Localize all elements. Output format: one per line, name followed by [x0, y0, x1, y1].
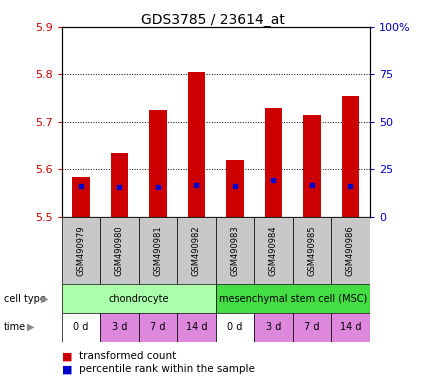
- Text: GSM490983: GSM490983: [230, 225, 239, 276]
- Text: 7 d: 7 d: [304, 322, 320, 333]
- Text: GSM490982: GSM490982: [192, 225, 201, 276]
- Text: GSM490984: GSM490984: [269, 225, 278, 276]
- Text: 14 d: 14 d: [340, 322, 361, 333]
- Bar: [100, 217, 139, 284]
- Text: 3 d: 3 d: [112, 322, 127, 333]
- Bar: [177, 217, 215, 284]
- Text: GSM490985: GSM490985: [307, 225, 317, 276]
- Bar: [149, 110, 167, 217]
- Text: GSM490979: GSM490979: [76, 225, 85, 276]
- Text: time: time: [4, 322, 26, 332]
- Text: 0 d: 0 d: [227, 322, 243, 333]
- Text: 14 d: 14 d: [186, 322, 207, 333]
- Text: GSM490980: GSM490980: [115, 225, 124, 276]
- Text: ▶: ▶: [27, 322, 35, 332]
- Bar: [303, 115, 320, 217]
- Bar: [215, 217, 254, 284]
- Bar: [331, 313, 370, 342]
- Text: mesenchymal stem cell (MSC): mesenchymal stem cell (MSC): [218, 293, 367, 304]
- Bar: [265, 108, 282, 217]
- Bar: [100, 313, 139, 342]
- Text: transformed count: transformed count: [79, 351, 176, 361]
- Text: ■: ■: [62, 364, 72, 374]
- Bar: [62, 284, 215, 313]
- Text: GSM490981: GSM490981: [153, 225, 162, 276]
- Text: GDS3785 / 23614_at: GDS3785 / 23614_at: [141, 13, 284, 27]
- Bar: [293, 217, 331, 284]
- Bar: [72, 177, 90, 217]
- Text: 0 d: 0 d: [73, 322, 88, 333]
- Text: percentile rank within the sample: percentile rank within the sample: [79, 364, 255, 374]
- Bar: [215, 284, 370, 313]
- Bar: [215, 313, 254, 342]
- Bar: [331, 217, 370, 284]
- Bar: [188, 72, 205, 217]
- Bar: [293, 313, 331, 342]
- Bar: [62, 217, 100, 284]
- Text: cell type: cell type: [4, 294, 46, 304]
- Bar: [254, 313, 293, 342]
- Text: 3 d: 3 d: [266, 322, 281, 333]
- Bar: [254, 217, 293, 284]
- Bar: [111, 153, 128, 217]
- Text: ▶: ▶: [41, 294, 48, 304]
- Bar: [177, 313, 215, 342]
- Text: chondrocyte: chondrocyte: [108, 293, 169, 304]
- Bar: [139, 217, 177, 284]
- Bar: [62, 313, 100, 342]
- Bar: [226, 160, 244, 217]
- Text: GSM490986: GSM490986: [346, 225, 355, 276]
- Bar: [139, 313, 177, 342]
- Text: ■: ■: [62, 351, 72, 361]
- Text: 7 d: 7 d: [150, 322, 166, 333]
- Bar: [342, 96, 359, 217]
